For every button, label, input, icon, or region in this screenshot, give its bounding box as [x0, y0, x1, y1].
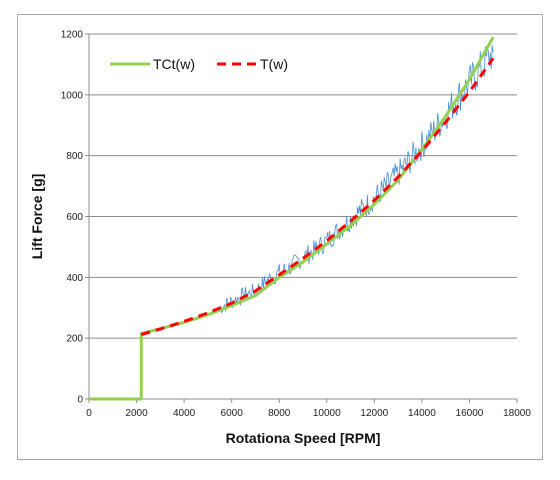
- x-tick-label: 16000: [456, 408, 484, 419]
- chart-frame: 0 200 400 600 800 1000 1200 0 2000 4000 6000 8000 1…: [17, 14, 543, 460]
- y-tick-label: 1000: [61, 90, 84, 101]
- x-tick-label: 4000: [173, 408, 196, 419]
- x-tick-label: 14000: [408, 408, 436, 419]
- legend-label-tct: TCt(w): [153, 56, 195, 72]
- y-tick-label: 1200: [61, 30, 84, 41]
- gridlines: [89, 33, 517, 339]
- x-tick-labels: 0 2000 4000 6000 8000 10000 12000 14000 16000 180…: [86, 408, 531, 419]
- x-tick-label: 2000: [125, 408, 148, 419]
- x-tick-label: 0: [86, 408, 92, 419]
- lift-force-chart: 0 200 400 600 800 1000 1200 0 2000 4000 6000 8000 1…: [29, 30, 531, 447]
- y-tick-label: 800: [66, 151, 83, 162]
- series-measured-noisy: [219, 45, 494, 315]
- x-tick-label: 8000: [268, 408, 291, 419]
- axes: [85, 33, 518, 403]
- y-tick-label: 400: [66, 273, 83, 284]
- series-tct-line: [89, 36, 495, 401]
- legend-label-t: T(w): [260, 56, 288, 72]
- y-tick-labels: 0 200 400 600 800 1000 1200: [61, 30, 84, 406]
- series-t-line: [140, 57, 495, 336]
- x-tick-label: 6000: [221, 408, 244, 419]
- x-axis-title: Rotationa Speed [RPM]: [226, 430, 381, 446]
- y-tick-label: 600: [66, 212, 83, 223]
- x-tick-label: 10000: [313, 408, 341, 419]
- x-tick-label: 12000: [360, 408, 388, 419]
- y-axis-title: Lift Force [g]: [29, 174, 45, 260]
- legend: TCt(w) T(w): [110, 56, 288, 72]
- series-lines: [89, 36, 495, 401]
- y-tick-label: 200: [66, 334, 83, 345]
- y-tick-label: 0: [77, 395, 83, 406]
- x-tick-label: 18000: [503, 408, 531, 419]
